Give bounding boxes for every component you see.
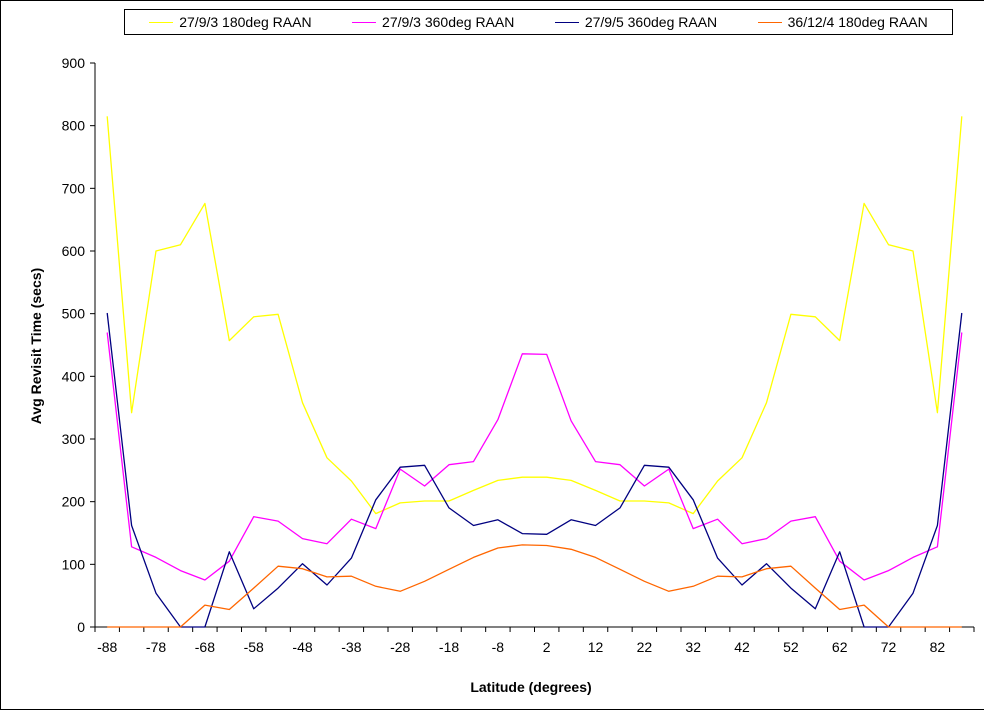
- y-tick-label: 200: [62, 494, 86, 510]
- series-line-2: [106, 312, 963, 628]
- y-tick-label: 400: [62, 368, 86, 384]
- series-line-1: [106, 332, 963, 581]
- axes: 0 100 200 300 400 500 600 700 800 900 -88 -78 -68 -58…: [62, 55, 975, 655]
- series-lines: [106, 116, 963, 628]
- x-tick-label: 82: [930, 639, 946, 655]
- x-tick-label: 2: [543, 639, 551, 655]
- x-axis-label: Latitude (degrees): [470, 679, 591, 695]
- y-axis-label: Avg Revisit Time (secs): [28, 268, 44, 424]
- legend-swatch-0: [149, 21, 174, 23]
- series-line-0: [106, 116, 963, 515]
- x-tick-label: -8: [492, 639, 505, 655]
- x-tick-label: 32: [685, 639, 701, 655]
- legend-swatch-3: [757, 21, 782, 23]
- y-tick-label: 300: [62, 431, 86, 447]
- y-tick-label: 500: [62, 306, 86, 322]
- x-tick-label: 52: [783, 639, 799, 655]
- legend-item: 27/9/5 360deg RAAN: [554, 14, 718, 30]
- legend-label-1: 27/9/3 360deg RAAN: [382, 14, 515, 30]
- legend-item: 27/9/3 360deg RAAN: [352, 14, 514, 30]
- legend-label-3: 36/12/4 180deg RAAN: [787, 14, 928, 30]
- series-line-3: [107, 544, 962, 628]
- legend-item: 27/9/3 180deg RAAN: [149, 14, 312, 30]
- legend-label-2: 27/9/5 360deg RAAN: [584, 14, 718, 30]
- x-tick-label: -28: [390, 639, 410, 655]
- y-tick-label: 900: [62, 55, 86, 71]
- y-tick-label: 0: [77, 619, 85, 635]
- y-tick-label: 600: [62, 243, 86, 259]
- legend-swatch-1: [352, 21, 377, 23]
- legend-item: 36/12/4 180deg RAAN: [757, 14, 928, 30]
- x-tick-label: 72: [881, 639, 897, 655]
- y-tick-label: 800: [62, 118, 86, 134]
- x-tick-label: 22: [637, 639, 653, 655]
- x-tick-label: -88: [97, 639, 117, 655]
- legend-swatch-2: [554, 21, 579, 23]
- x-tick-label: 62: [832, 639, 848, 655]
- x-tick-label: 42: [734, 639, 750, 655]
- x-tick-label: -18: [439, 639, 459, 655]
- legend: 27/9/3 180deg RAAN 27/9/3 360deg RAAN 27…: [124, 9, 953, 35]
- x-tick-label: -38: [341, 639, 361, 655]
- y-tick-label: 100: [62, 556, 86, 572]
- x-tick-label: -68: [195, 639, 215, 655]
- legend-label-0: 27/9/3 180deg RAAN: [179, 14, 312, 30]
- x-tick-label: 12: [588, 639, 604, 655]
- y-tick-label: 700: [62, 180, 86, 196]
- x-tick-label: -78: [146, 639, 166, 655]
- x-tick-label: -58: [244, 639, 264, 655]
- x-tick-label: -48: [292, 639, 312, 655]
